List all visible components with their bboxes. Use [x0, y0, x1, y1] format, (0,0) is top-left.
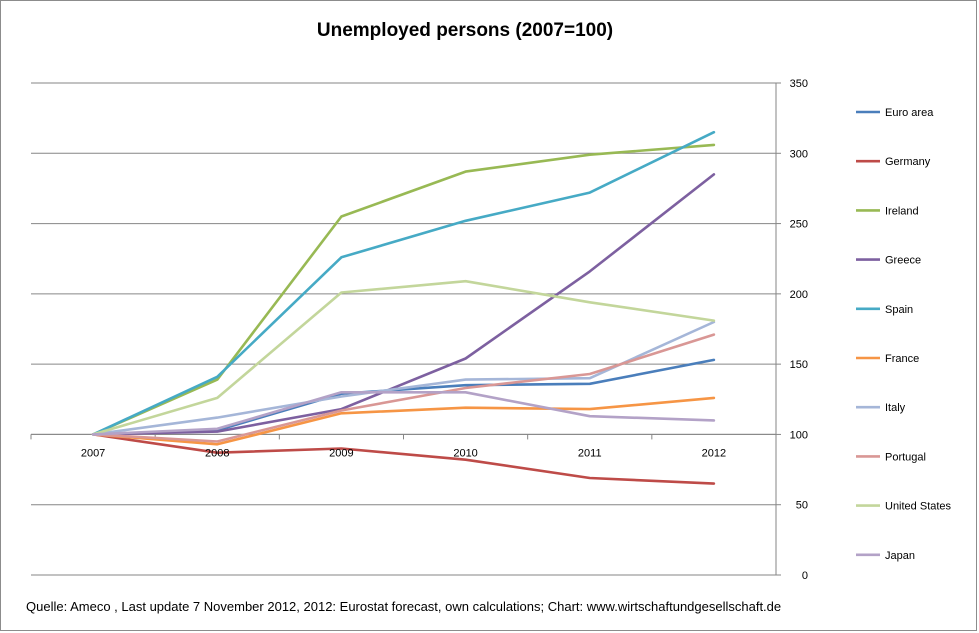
legend-item: Spain: [856, 304, 913, 316]
series-line-euro-area: [91, 358, 716, 436]
chart-title: Unemployed persons (2007=100): [316, 20, 614, 41]
x-tick-label: 2008: [205, 447, 229, 459]
legend-label: Ireland: [885, 205, 919, 217]
legend-label: Spain: [885, 304, 913, 316]
y-tick-label: 150: [790, 359, 808, 371]
legend-label: United States: [885, 501, 952, 513]
legend-item: Ireland: [856, 205, 919, 217]
legend-item: Japan: [856, 550, 915, 562]
legend-item: Germany: [856, 156, 931, 168]
x-tick-label: 2011: [578, 447, 602, 459]
y-tick-label: 250: [790, 219, 808, 231]
legend-label: Germany: [885, 156, 931, 168]
legend-label: Euro area: [885, 107, 934, 119]
x-tick-label: 2009: [329, 447, 353, 459]
series-line-france: [91, 396, 716, 446]
legend-item: United States: [856, 501, 952, 513]
series-line-japan: [91, 390, 716, 436]
y-tick-label: 50: [796, 500, 808, 512]
series-line-spain: [91, 130, 716, 436]
legend-item: France: [856, 353, 919, 365]
legend-label: Portugal: [885, 451, 926, 463]
series-line-united-states: [91, 279, 716, 436]
legend-item: Portugal: [856, 451, 926, 463]
legend-label: Japan: [885, 550, 915, 562]
series-line-italy: [91, 320, 716, 436]
y-tick-label: 100: [790, 429, 808, 441]
legend-item: Euro area: [856, 107, 934, 119]
series-line-ireland: [91, 143, 716, 436]
series-line-greece: [91, 173, 716, 436]
x-tick-label: 2010: [453, 447, 477, 459]
legend-item: Italy: [856, 402, 906, 414]
y-tick-label: 300: [790, 148, 808, 160]
legend-label: France: [885, 353, 919, 365]
series-line-germany: [91, 433, 716, 485]
legend-item: Greece: [856, 255, 921, 267]
y-tick-label: 350: [790, 78, 808, 90]
x-tick-label: 2012: [702, 447, 726, 459]
legend-label: Italy: [885, 402, 906, 414]
series-line-portugal: [91, 333, 716, 443]
x-tick-label: 2007: [81, 447, 105, 459]
y-tick-label: 0: [802, 570, 808, 582]
source-note: Quelle: Ameco , Last update 7 November 2…: [26, 599, 782, 614]
y-tick-label: 200: [790, 289, 808, 301]
legend-label: Greece: [885, 255, 921, 267]
